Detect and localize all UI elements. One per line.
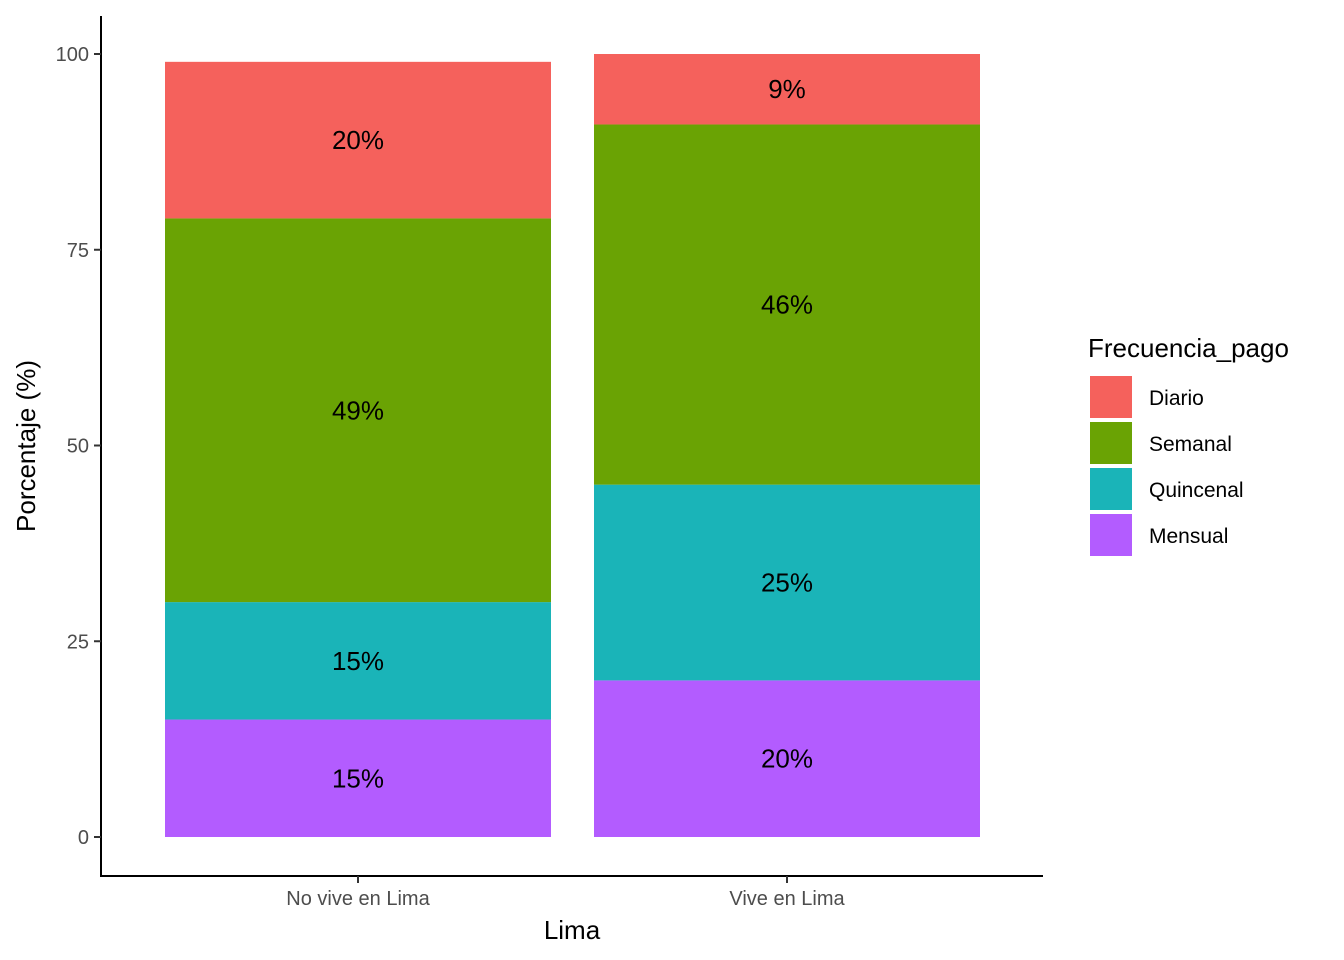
bar-label-no-vive-en-lima-diario: 20%: [332, 125, 384, 155]
bar-segment-vive-en-lima-semanal: [594, 124, 980, 485]
bar-segment-no-vive-en-lima-mensual: [165, 719, 551, 837]
y-tick-label-50: 50: [67, 436, 89, 458]
legend-label-mensual: Mensual: [1149, 525, 1228, 548]
y-axis-title: Porcentaje (%): [11, 360, 41, 532]
legend-label-semanal: Semanal: [1149, 433, 1232, 456]
legend-swatch-diario: [1090, 376, 1132, 418]
y-tick-label-75: 75: [67, 240, 89, 262]
bar-segment-vive-en-lima-diario: [594, 54, 980, 125]
bar-label-no-vive-en-lima-mensual: 15%: [332, 763, 384, 793]
bar-label-vive-en-lima-quincenal: 25%: [761, 568, 813, 598]
y-tick-label-100: 100: [56, 44, 89, 66]
plot-area: 15% 15% 49% 20% 20% 25% 46% 9%: [165, 54, 980, 837]
bar-segment-vive-en-lima-quincenal: [594, 484, 980, 681]
x-axis-title: Lima: [544, 915, 601, 945]
legend-title: Frecuencia_pago: [1088, 333, 1289, 363]
legend-swatch-quincenal: [1090, 468, 1132, 510]
bar-label-vive-en-lima-diario: 9%: [768, 74, 806, 104]
bar-label-vive-en-lima-semanal: 46%: [761, 290, 813, 320]
legend-label-diario: Diario: [1149, 387, 1204, 410]
bar-segment-no-vive-en-lima-quincenal: [165, 602, 551, 720]
bar-label-vive-en-lima-mensual: 20%: [761, 744, 813, 774]
bar-label-no-vive-en-lima-semanal: 49%: [332, 395, 384, 425]
y-tick-label-0: 0: [78, 827, 89, 849]
bar-segment-no-vive-en-lima-semanal: [165, 218, 551, 603]
legend-swatch-mensual: [1090, 514, 1132, 556]
axes: 0 25 50 75 100 No vive en Lima Vive en Lima: [56, 16, 1043, 910]
x-tick-label-no-vive-en-lima: No vive en Lima: [286, 888, 430, 910]
bar-segment-vive-en-lima-mensual: [594, 680, 980, 837]
x-tick-label-vive-en-lima: Vive en Lima: [729, 888, 845, 910]
y-tick-label-25: 25: [67, 631, 89, 653]
legend: Frecuencia_pago Diario Semanal Quincenal Me…: [1088, 333, 1289, 556]
bar-segment-no-vive-en-lima-diario: [165, 61, 551, 219]
legend-label-quincenal: Quincenal: [1149, 479, 1244, 502]
bar-label-no-vive-en-lima-quincenal: 15%: [332, 646, 384, 676]
legend-swatch-semanal: [1090, 422, 1132, 464]
